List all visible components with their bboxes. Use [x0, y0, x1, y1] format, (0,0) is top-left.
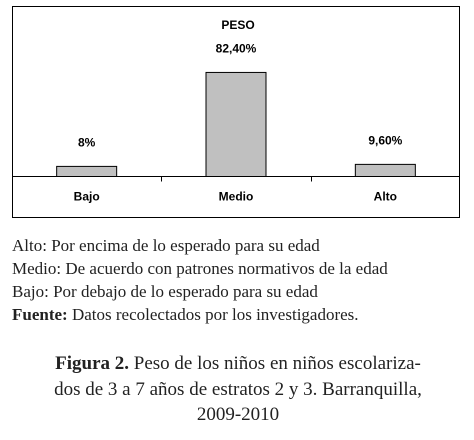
x-tick-label: Alto [374, 190, 397, 204]
bar [205, 71, 267, 177]
caption-label: Figura 2. [55, 353, 129, 374]
data-label: 8% [78, 135, 96, 149]
bar [56, 165, 118, 178]
source-label: Fuente: [12, 305, 68, 324]
chart-title: PESO [221, 18, 254, 32]
note: Medio: De acuerdo con patrones normativo… [12, 259, 388, 278]
x-tick-label: Bajo [74, 190, 100, 204]
caption-line: 2009-2010 [197, 404, 279, 425]
data-label: 9,60% [368, 133, 402, 147]
data-label: 82,40% [216, 41, 257, 55]
caption-line: dos de 3 a 7 años de estratos 2 y 3. Bar… [54, 379, 422, 400]
source: Fuente: Datos recolectados por los inves… [12, 305, 359, 324]
source-text: Datos recolectados por los investigadore… [72, 305, 359, 324]
caption-text: Peso de los niños en niños escolariza- [134, 353, 421, 374]
caption-line: Figura 2. Peso de los niños en niños esc… [55, 353, 421, 374]
bar [354, 163, 416, 177]
note: Bajo: Por debajo de lo esperado para su … [12, 282, 318, 301]
note: Alto: Por encima de lo esperado para su … [12, 236, 320, 255]
x-tick-label: Medio [219, 190, 254, 204]
